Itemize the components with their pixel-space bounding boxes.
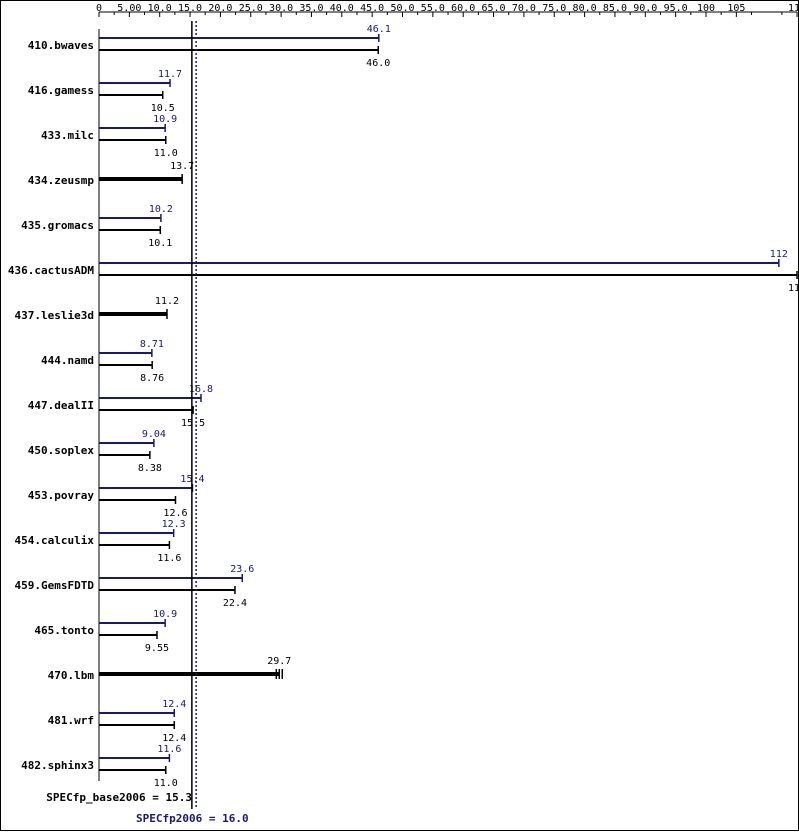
data-label: 16.8 bbox=[189, 384, 213, 395]
data-label: 10.2 bbox=[149, 204, 173, 215]
data-label: 29.7 bbox=[267, 656, 291, 667]
category-label: 444.namd bbox=[41, 354, 94, 367]
reference-label-base: SPECfp_base2006 = 15.3 bbox=[46, 791, 192, 804]
x-tick-label: 70.0 bbox=[512, 3, 536, 14]
category-label: 434.zeusmp bbox=[28, 174, 95, 187]
category-label: 450.soplex bbox=[28, 444, 95, 457]
bar-merged bbox=[99, 672, 280, 676]
data-label: 10.9 bbox=[153, 609, 177, 620]
category-label: 465.tonto bbox=[34, 624, 94, 637]
category-label: 433.milc bbox=[41, 129, 94, 142]
data-label: 8.71 bbox=[140, 339, 164, 350]
category-label: 459.GemsFDTD bbox=[15, 579, 95, 592]
category-label: 481.wrf bbox=[48, 714, 94, 727]
x-tick-label: 45.0 bbox=[360, 3, 384, 14]
category-label: 454.calculix bbox=[15, 534, 95, 547]
x-tick-label: 100 bbox=[697, 3, 715, 14]
bar-merged bbox=[99, 312, 167, 316]
data-label: 10.1 bbox=[148, 238, 172, 249]
data-label: 10.9 bbox=[153, 114, 177, 125]
data-label: 12.6 bbox=[163, 508, 187, 519]
x-tick-label: 10.0 bbox=[148, 3, 172, 14]
x-tick-label: 85.0 bbox=[603, 3, 627, 14]
x-tick-label: 90.0 bbox=[633, 3, 657, 14]
data-label: 46.1 bbox=[367, 24, 391, 35]
data-label: 9.04 bbox=[142, 429, 166, 440]
x-tick-label: 80.0 bbox=[573, 3, 597, 14]
reference-label-peak: SPECfp2006 = 16.0 bbox=[136, 812, 249, 825]
category-label: 436.cactusADM bbox=[8, 264, 94, 277]
x-tick-label: 65.0 bbox=[482, 3, 506, 14]
data-label: 11.7 bbox=[158, 69, 182, 80]
data-label: 11.0 bbox=[154, 148, 178, 159]
data-label: 112 bbox=[770, 249, 788, 260]
x-tick-label: 115 bbox=[788, 3, 799, 14]
data-label: 11.0 bbox=[154, 778, 178, 789]
data-label: 10.5 bbox=[151, 103, 175, 114]
data-label: 11.6 bbox=[157, 553, 181, 564]
x-tick-label: 20.0 bbox=[208, 3, 232, 14]
x-tick-label: 55.0 bbox=[421, 3, 445, 14]
x-tick-label: 30.0 bbox=[269, 3, 293, 14]
data-label: 11.2 bbox=[155, 296, 179, 307]
x-tick-label: 50.0 bbox=[390, 3, 414, 14]
bar-merged bbox=[99, 177, 183, 181]
category-label: 482.sphinx3 bbox=[21, 759, 94, 772]
data-label: 23.6 bbox=[230, 564, 254, 575]
data-label: 15.5 bbox=[181, 418, 205, 429]
x-tick-label: 95.0 bbox=[664, 3, 688, 14]
x-tick-label: 15.0 bbox=[178, 3, 202, 14]
data-label: 13.7 bbox=[170, 161, 194, 172]
x-tick-label: 60.0 bbox=[451, 3, 475, 14]
data-label: 11.6 bbox=[157, 744, 181, 755]
data-label: 9.55 bbox=[145, 643, 169, 654]
data-label: 12.3 bbox=[162, 519, 186, 530]
x-tick-label: 40.0 bbox=[330, 3, 354, 14]
category-label: 410.bwaves bbox=[28, 39, 94, 52]
data-label: 8.38 bbox=[138, 463, 162, 474]
category-label: 435.gromacs bbox=[21, 219, 94, 232]
data-label: 115 bbox=[788, 283, 799, 294]
x-tick-label: 0 bbox=[96, 3, 102, 14]
x-tick-label: 105 bbox=[727, 3, 745, 14]
data-label: 8.76 bbox=[140, 373, 164, 384]
category-label: 416.gamess bbox=[28, 84, 94, 97]
x-tick-label: 25.0 bbox=[239, 3, 263, 14]
category-label: 453.povray bbox=[28, 489, 95, 502]
data-label: 46.0 bbox=[366, 58, 390, 69]
data-label: 22.4 bbox=[223, 598, 247, 609]
data-label: 12.4 bbox=[162, 699, 186, 710]
category-label: 447.dealII bbox=[28, 399, 94, 412]
x-tick-label: 75.0 bbox=[542, 3, 566, 14]
data-label: 12.4 bbox=[162, 733, 186, 744]
x-tick-label: 5.00 bbox=[117, 3, 141, 14]
x-tick-label: 35.0 bbox=[299, 3, 323, 14]
category-label: 470.lbm bbox=[48, 669, 95, 682]
category-label: 437.leslie3d bbox=[15, 309, 94, 322]
